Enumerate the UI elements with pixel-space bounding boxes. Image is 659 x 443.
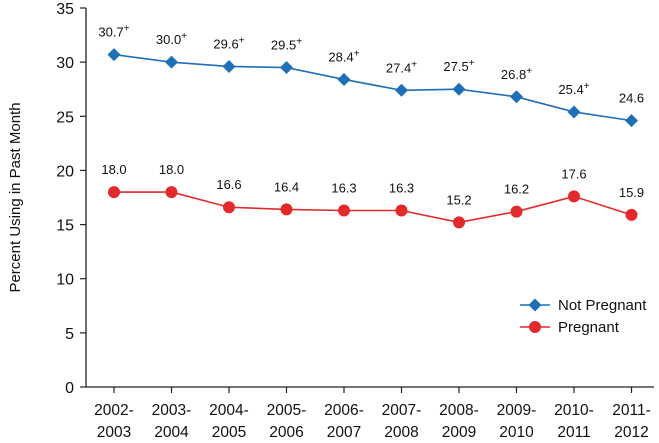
data-point-not-pregnant: [625, 114, 638, 128]
y-axis-ticks: 0 5 10 15 20 25 30 35: [56, 1, 86, 397]
x-tick-label: 2011: [557, 424, 590, 441]
data-label-pregnant: 16.3: [331, 180, 356, 195]
data-label-not-pregnant: 30.7+: [98, 24, 129, 40]
x-tick-label: 2002-: [94, 402, 134, 419]
data-point-pregnant: [625, 208, 638, 221]
y-tick-label: 25: [56, 109, 74, 126]
legend-marker: [528, 298, 542, 312]
data-point-pregnant: [510, 205, 523, 218]
data-point-pregnant: [280, 203, 293, 216]
data-point-not-pregnant: [337, 72, 351, 86]
data-point-not-pregnant: [165, 55, 178, 69]
x-tick-label: 2003-: [152, 402, 192, 419]
data-point-pregnant: [453, 216, 465, 229]
y-tick-label: 0: [65, 380, 74, 397]
x-tick-label: 2006: [269, 424, 303, 441]
data-label-not-pregnant: 24.6: [619, 91, 644, 106]
y-tick-label: 35: [56, 1, 74, 18]
x-tick-label: 2010-: [554, 402, 594, 419]
x-tick-label: 2008-: [439, 402, 479, 419]
data-label-pregnant: 16.4: [274, 179, 299, 194]
data-label-pregnant: 15.9: [619, 185, 644, 200]
legend-label: Pregnant: [558, 319, 620, 336]
x-tick-label: 2007-: [382, 402, 422, 419]
legend-item-pregnant: Pregnant: [520, 319, 620, 336]
x-tick-label: 2012: [614, 424, 648, 441]
x-tick-label: 2009: [442, 424, 476, 441]
x-tick-label: 2011-: [612, 402, 651, 419]
data-label-not-pregnant: 27.4+: [386, 59, 417, 75]
x-tick-label: 2010: [499, 424, 534, 441]
legend: Not Pregnant Pregnant: [520, 297, 647, 336]
series-line-not-pregnant: [113, 53, 632, 122]
data-point-pregnant: [223, 201, 235, 214]
y-tick-label: 5: [65, 326, 74, 343]
x-tick-label: 2003: [97, 424, 131, 441]
data-point-pregnant: [338, 204, 350, 217]
series-pregnant: 18.0 18.0 16.6 16.4 16.3 16.3 15.2 16.2 17.6 15.9: [101, 162, 644, 229]
data-label-pregnant: 17.6: [561, 166, 586, 181]
data-label-pregnant: 16.6: [216, 177, 241, 192]
data-label-not-pregnant: 25.4+: [558, 81, 589, 97]
data-point-not-pregnant: [567, 105, 581, 119]
data-label-not-pregnant: 29.5+: [271, 37, 302, 53]
x-tick-label: 2008: [384, 424, 418, 441]
data-point-not-pregnant: [452, 82, 466, 96]
y-tick-label: 20: [56, 163, 74, 180]
data-point-pregnant: [108, 186, 120, 199]
data-label-pregnant: 18.0: [101, 162, 126, 177]
x-tick-label: 2004-: [209, 402, 249, 419]
data-point-not-pregnant: [395, 83, 408, 97]
y-tick-label: 10: [56, 272, 74, 289]
data-point-not-pregnant: [107, 48, 121, 62]
series-not-pregnant: 30.7+ 30.0+ 29.6+ 29.5+ 28.4+ 27.4+ 27.5+ 26.8+…: [98, 24, 644, 128]
data-point-not-pregnant: [280, 61, 293, 75]
legend-marker: [529, 321, 541, 333]
data-label-pregnant: 16.3: [389, 180, 414, 195]
x-tick-label: 2006-: [324, 402, 364, 419]
x-axis-ticks: 2002- 2003 2003- 2004 2004- 2005 2005- 2006 2006…: [94, 387, 651, 441]
legend-item-not-pregnant: Not Pregnant: [520, 297, 647, 314]
series-line-pregnant: [114, 191, 632, 224]
y-tick-label: 15: [56, 218, 74, 235]
data-point-not-pregnant: [222, 59, 236, 73]
x-tick-label: 2005-: [267, 402, 307, 419]
y-tick-label: 30: [56, 55, 74, 72]
y-axis-label: Percent Using in Past Month: [7, 102, 24, 292]
data-label-not-pregnant: 30.0+: [156, 31, 187, 47]
data-point-pregnant: [568, 190, 580, 203]
data-point-pregnant: [395, 204, 408, 217]
data-label-pregnant: 16.2: [504, 182, 529, 197]
data-label-pregnant: 15.2: [446, 192, 471, 207]
x-tick-label: 2009-: [497, 402, 537, 419]
data-label-not-pregnant: 28.4+: [328, 48, 359, 64]
series-layer: 30.7+ 30.0+ 29.6+ 29.5+ 28.4+ 27.4+ 27.5+ 26.8+…: [98, 24, 644, 229]
data-label-not-pregnant: 27.5+: [443, 58, 474, 74]
x-tick-label: 2007: [327, 424, 361, 441]
x-tick-label: 2005: [212, 424, 246, 441]
data-point-not-pregnant: [510, 90, 523, 104]
data-label-not-pregnant: 29.6+: [213, 35, 244, 51]
data-point-pregnant: [165, 186, 178, 199]
data-label-pregnant: 18.0: [159, 162, 184, 177]
data-label-not-pregnant: 26.8+: [501, 66, 532, 82]
legend-label: Not Pregnant: [558, 297, 647, 314]
axes: [85, 8, 654, 388]
x-tick-label: 2004: [154, 424, 189, 441]
